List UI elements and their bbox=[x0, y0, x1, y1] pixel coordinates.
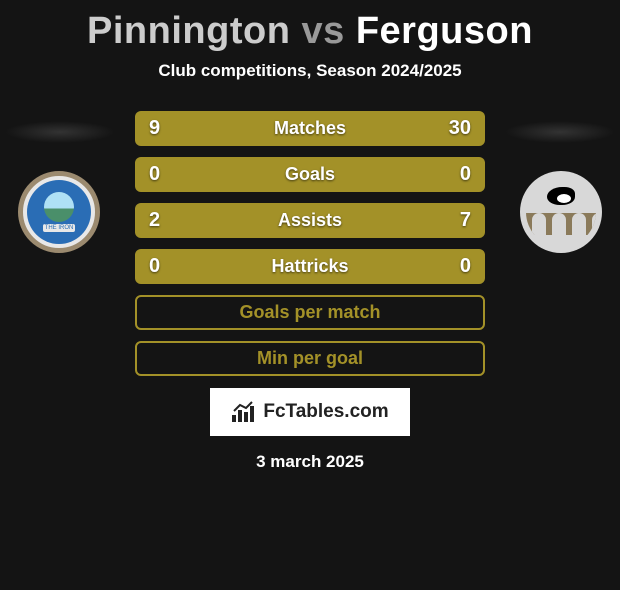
stat-bar: 9Matches30 bbox=[135, 111, 485, 146]
stat-label: Goals per match bbox=[201, 302, 419, 323]
vs-text: vs bbox=[301, 10, 344, 52]
stat-value-right: 0 bbox=[421, 163, 471, 186]
shadow-decoration-right bbox=[505, 121, 615, 143]
stat-bar: Min per goal bbox=[135, 341, 485, 376]
stat-value-right: 7 bbox=[421, 209, 471, 232]
comparison-title: Pinnington vs Ferguson bbox=[0, 10, 620, 53]
stat-label: Matches bbox=[199, 118, 421, 139]
snapshot-date: 3 march 2025 bbox=[0, 452, 620, 472]
stat-value-left: 2 bbox=[149, 209, 199, 232]
stat-label: Hattricks bbox=[199, 256, 421, 277]
club-badge-right bbox=[520, 171, 602, 253]
player1-name: Pinnington bbox=[87, 10, 290, 52]
stat-bar: 2Assists7 bbox=[135, 203, 485, 238]
season-subtitle: Club competitions, Season 2024/2025 bbox=[0, 61, 620, 81]
stat-bar: Goals per match bbox=[135, 295, 485, 330]
stat-label: Assists bbox=[199, 210, 421, 231]
stat-value-right: 30 bbox=[421, 117, 471, 140]
stat-value-right: 0 bbox=[421, 255, 471, 278]
stat-value-left: 9 bbox=[149, 117, 199, 140]
stat-value-left: 0 bbox=[149, 163, 199, 186]
club-badge-left: THE IRON bbox=[18, 171, 100, 253]
brand-badge: FcTables.com bbox=[210, 388, 410, 436]
brand-text: FcTables.com bbox=[263, 401, 388, 423]
stat-value-left: 0 bbox=[149, 255, 199, 278]
stat-label: Goals bbox=[199, 164, 421, 185]
brand-chart-icon bbox=[231, 401, 257, 423]
shadow-decoration-left bbox=[5, 121, 115, 143]
player2-name: Ferguson bbox=[356, 10, 533, 52]
main-content: THE IRON 9Matches300Goals02Assists70Hatt… bbox=[0, 111, 620, 376]
stat-label: Min per goal bbox=[201, 348, 419, 369]
stat-bars-container: 9Matches300Goals02Assists70Hattricks0Goa… bbox=[135, 111, 485, 376]
stat-bar: 0Goals0 bbox=[135, 157, 485, 192]
stat-bar: 0Hattricks0 bbox=[135, 249, 485, 284]
